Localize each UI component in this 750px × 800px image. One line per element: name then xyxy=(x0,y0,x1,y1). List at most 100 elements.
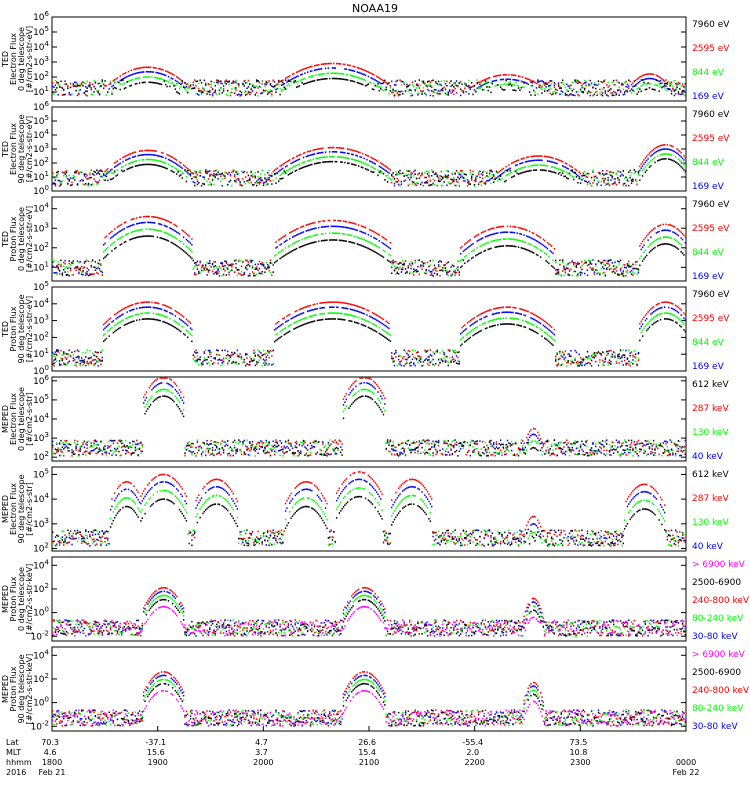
data-point xyxy=(486,171,488,174)
data-point xyxy=(633,172,636,175)
data-point xyxy=(546,327,549,330)
data-point xyxy=(640,163,642,165)
data-point xyxy=(329,146,331,149)
data-point xyxy=(454,359,456,362)
data-point xyxy=(618,86,620,89)
data-point xyxy=(118,321,120,324)
data-point xyxy=(575,274,578,277)
data-point xyxy=(363,73,365,76)
data-point xyxy=(86,270,88,273)
data-point xyxy=(352,75,354,77)
data-point xyxy=(163,80,166,82)
data-point xyxy=(330,160,332,163)
data-point xyxy=(662,223,664,226)
data-point xyxy=(255,79,258,81)
data-point xyxy=(57,260,59,263)
data-point xyxy=(431,270,433,273)
data-point xyxy=(182,243,185,245)
data-point xyxy=(367,169,370,171)
data-point xyxy=(187,253,189,256)
y-axis-label-line: [#/cm2-s-str-eV] xyxy=(25,26,34,92)
data-point xyxy=(542,164,545,167)
data-point xyxy=(505,179,507,182)
data-point xyxy=(63,353,65,355)
data-point xyxy=(178,175,181,177)
data-point xyxy=(535,155,538,157)
data-point xyxy=(145,158,148,161)
data-point xyxy=(555,88,557,91)
data-point xyxy=(657,231,659,233)
data-point xyxy=(355,159,357,162)
data-point xyxy=(178,93,181,95)
data-point xyxy=(655,232,658,234)
data-point xyxy=(222,90,225,92)
data-point xyxy=(524,170,527,173)
data-point xyxy=(461,83,463,85)
data-point xyxy=(213,273,215,275)
data-point xyxy=(370,72,372,75)
data-point xyxy=(229,174,232,177)
data-point xyxy=(654,161,656,164)
data-point xyxy=(221,172,223,175)
data-point xyxy=(380,82,382,85)
data-point xyxy=(465,84,467,87)
data-point xyxy=(342,220,345,223)
data-point xyxy=(472,242,474,245)
data-point xyxy=(320,73,323,75)
data-point xyxy=(58,86,61,88)
data-point xyxy=(403,263,405,266)
data-point xyxy=(280,237,283,239)
data-point xyxy=(244,90,247,93)
data-point xyxy=(453,86,455,88)
data-point xyxy=(552,332,554,335)
data-point xyxy=(436,270,438,273)
data-point xyxy=(446,269,448,272)
data-point xyxy=(319,73,321,76)
data-point xyxy=(52,173,54,175)
data-point xyxy=(235,89,237,91)
data-point xyxy=(118,238,120,240)
data-point xyxy=(214,169,217,172)
data-point xyxy=(410,173,412,176)
data-point xyxy=(182,86,185,88)
data-point xyxy=(473,183,476,186)
data-point xyxy=(636,78,638,80)
data-point xyxy=(257,80,259,82)
data-point xyxy=(71,177,73,180)
data-point xyxy=(94,266,97,269)
data-point xyxy=(600,80,602,83)
data-point xyxy=(464,83,466,86)
data-point xyxy=(184,322,186,324)
data-point xyxy=(440,175,443,178)
data-point xyxy=(424,181,426,184)
data-point xyxy=(82,270,84,272)
data-point xyxy=(374,84,376,87)
data-point xyxy=(588,90,590,93)
data-point xyxy=(238,362,240,365)
data-point xyxy=(610,267,612,270)
data-point xyxy=(272,80,274,83)
data-point xyxy=(141,221,143,224)
data-point xyxy=(58,180,61,182)
data-point xyxy=(446,177,448,179)
data-point xyxy=(323,72,325,75)
data-point xyxy=(523,171,525,173)
data-point xyxy=(203,89,206,91)
data-point xyxy=(506,225,509,228)
data-point xyxy=(676,152,678,155)
data-point xyxy=(586,91,589,93)
data-point xyxy=(567,353,569,355)
data-point xyxy=(204,349,207,351)
data-point xyxy=(206,180,208,183)
data-point xyxy=(549,244,551,246)
data-point xyxy=(448,182,451,185)
data-point xyxy=(346,148,349,150)
data-point xyxy=(384,324,386,327)
data-point xyxy=(630,179,633,181)
data-point xyxy=(506,78,509,81)
data-point xyxy=(414,364,416,367)
data-point xyxy=(380,170,382,173)
data-point xyxy=(421,91,423,94)
data-point xyxy=(268,352,270,355)
data-point xyxy=(644,166,647,168)
